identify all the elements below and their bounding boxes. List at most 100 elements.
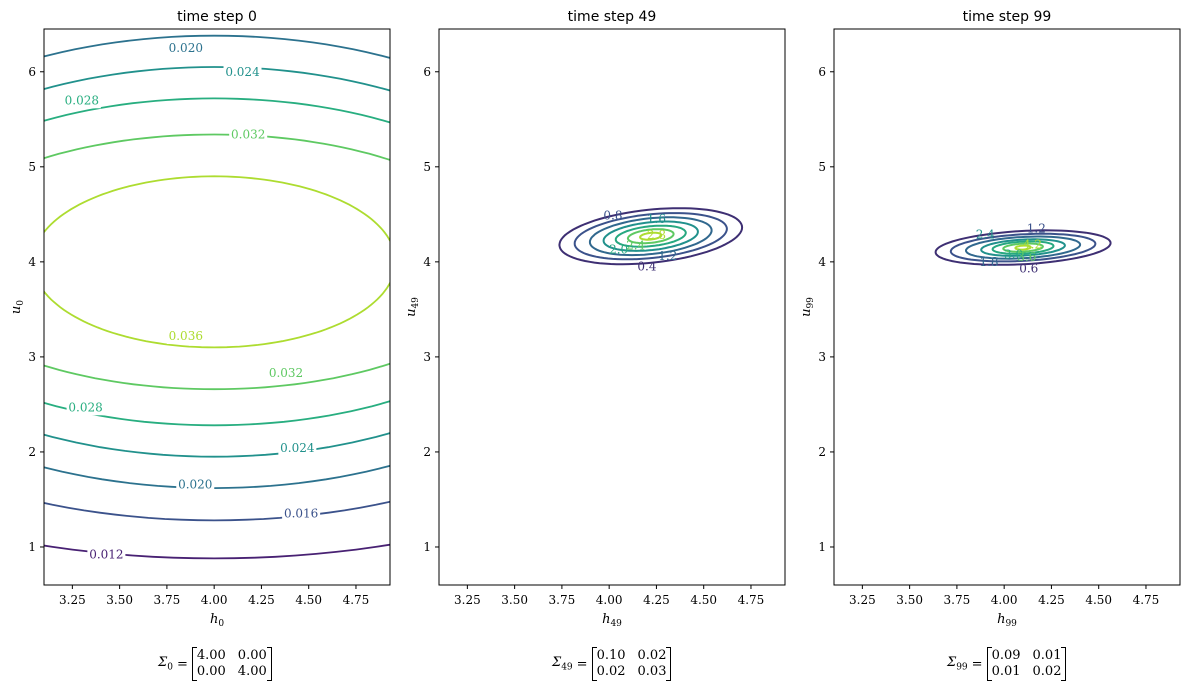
- matrix-cell: 0.10: [596, 648, 626, 663]
- matrix-cell: 0.02: [637, 648, 667, 663]
- matrix-cell: 4.00: [196, 648, 226, 663]
- contour-line: [44, 97, 390, 427]
- x-tick-label: 4.75: [738, 593, 765, 607]
- contour-label: 0.020: [169, 41, 203, 55]
- x-tick-label: 4.75: [343, 593, 370, 607]
- subplot-1: 0.4 0.8 1.2 1.6 2.02.42.8 3.25 3.50 3.75 4.00 4.2…: [404, 9, 786, 629]
- contour-label: 2.4: [626, 239, 645, 253]
- contour-label: 0.016: [284, 507, 318, 521]
- matrix-cell: 0.01: [1032, 648, 1062, 663]
- y-tick-label: 6: [423, 65, 431, 79]
- x-tick-label: 4.00: [596, 593, 623, 607]
- contour-line: [44, 500, 390, 522]
- subplot-title: time step 0: [177, 9, 257, 25]
- matrix-cell: 0.09: [991, 648, 1021, 663]
- y-tick-label: 6: [818, 65, 826, 79]
- contour-line: [949, 232, 1097, 263]
- contour-label: 1.6: [647, 212, 666, 226]
- contour-area: 0.012 0.016 0.020 0.020 0.024 0.024 0.028 0.028…: [44, 34, 390, 563]
- matrix-cell: 0.01: [991, 664, 1021, 679]
- contour-label: 2.0: [609, 242, 628, 256]
- contour-line: [44, 175, 390, 349]
- x-tick-label: 3.50: [501, 593, 528, 607]
- contour-label: 4.2: [1023, 238, 1042, 252]
- contour-line: [1002, 242, 1044, 253]
- contour-line: [602, 220, 699, 252]
- matrix-cell: 0.00: [237, 648, 267, 663]
- y-tick-label: 3: [28, 350, 36, 364]
- contour-line: [614, 224, 687, 248]
- covariance-caption: Σ0 = 4.00 0.00 0.00 4.00: [158, 647, 272, 681]
- contour-area: 0.6 1.2 1.8 2.4 3.03.64.2: [934, 222, 1112, 276]
- axes-frame: [438, 28, 786, 586]
- contour-label: 0.012: [89, 548, 123, 562]
- y-tick-label: 4: [423, 255, 431, 269]
- y-tick-label: 4: [818, 255, 826, 269]
- x-tick-label: 4.50: [295, 593, 322, 607]
- contour-area: 0.4 0.8 1.2 1.6 2.02.42.8: [558, 207, 744, 274]
- matrix-cell: 0.02: [1032, 664, 1062, 679]
- contour-label: 2.8: [647, 228, 666, 242]
- x-tick-label: 3.25: [59, 593, 86, 607]
- contour-label: 0.032: [269, 366, 303, 380]
- y-tick-label: 5: [423, 160, 431, 174]
- x-tick-label: 4.75: [1133, 593, 1160, 607]
- x-tick-label: 3.25: [454, 593, 481, 607]
- axes-frame: [833, 28, 1181, 586]
- contour-label: 0.032: [231, 127, 265, 141]
- x-axis-label: h49: [602, 612, 622, 629]
- matrix-cell: 4.00: [237, 664, 267, 679]
- covariance-matrix: 0.09 0.01 0.01 0.02: [986, 647, 1067, 681]
- y-tick-label: 2: [818, 445, 826, 459]
- x-tick-label: 3.50: [106, 593, 133, 607]
- y-axis-label: u49: [404, 297, 421, 317]
- contour-label: 0.8: [603, 208, 622, 222]
- contour-label: 0.4: [637, 260, 656, 274]
- contour-line: [934, 229, 1112, 266]
- contour-label: 1.2: [1027, 222, 1046, 236]
- contour-line: [964, 235, 1082, 260]
- x-tick-label: 4.50: [690, 593, 717, 607]
- subplot-title: time step 49: [568, 9, 657, 25]
- covariance-matrix: 4.00 0.00 0.00 4.00: [191, 647, 272, 681]
- contour-label: 3.0: [1004, 247, 1023, 261]
- x-tick-label: 4.25: [643, 593, 670, 607]
- contour-line: [1014, 244, 1032, 251]
- contour-label: 0.028: [68, 400, 102, 414]
- y-tick-label: 6: [28, 65, 36, 79]
- x-tick-label: 4.00: [991, 593, 1018, 607]
- y-tick-label: 2: [423, 445, 431, 459]
- x-axis-label: h99: [997, 612, 1017, 629]
- x-tick-label: 4.25: [1038, 593, 1065, 607]
- contour-label: 1.8: [979, 255, 998, 269]
- axes-frame: [43, 28, 391, 586]
- contour-label: 0.024: [280, 441, 315, 455]
- y-tick-label: 3: [818, 350, 826, 364]
- contour-line: [991, 240, 1055, 255]
- covariance-caption: Σ99 = 0.09 0.01 0.01 0.02: [947, 647, 1067, 681]
- y-axis-label: u99: [799, 297, 816, 317]
- y-axis-label: u0: [9, 300, 26, 314]
- contour-line: [44, 133, 390, 391]
- contour-line: [626, 228, 675, 245]
- y-tick-label: 1: [28, 540, 36, 554]
- contour-label: 1.2: [658, 249, 677, 263]
- contour-label: 0.036: [169, 329, 203, 343]
- contour-label: 0.024: [225, 65, 260, 79]
- subplot-0: 0.012 0.016 0.020 0.020 0.024 0.024 0.028 0.028…: [9, 9, 391, 629]
- x-tick-label: 4.00: [201, 593, 228, 607]
- y-tick-label: 1: [423, 540, 431, 554]
- x-tick-label: 4.50: [1085, 593, 1112, 607]
- y-tick-label: 5: [818, 160, 826, 174]
- sigma-symbol: Σ49: [552, 655, 573, 673]
- x-tick-label: 4.25: [248, 593, 275, 607]
- x-tick-label: 3.75: [154, 593, 181, 607]
- contour-label: 2.4: [976, 227, 995, 241]
- contour-line: [980, 238, 1066, 257]
- contour-label: 3.6: [1017, 250, 1036, 264]
- sigma-symbol: Σ0: [158, 655, 173, 673]
- subplot-2: 0.6 1.2 1.8 2.4 3.03.64.2 3.25 3.50 3.75 4.00 4.2…: [799, 9, 1181, 629]
- contour-line: [558, 207, 744, 266]
- contour-line: [44, 543, 390, 560]
